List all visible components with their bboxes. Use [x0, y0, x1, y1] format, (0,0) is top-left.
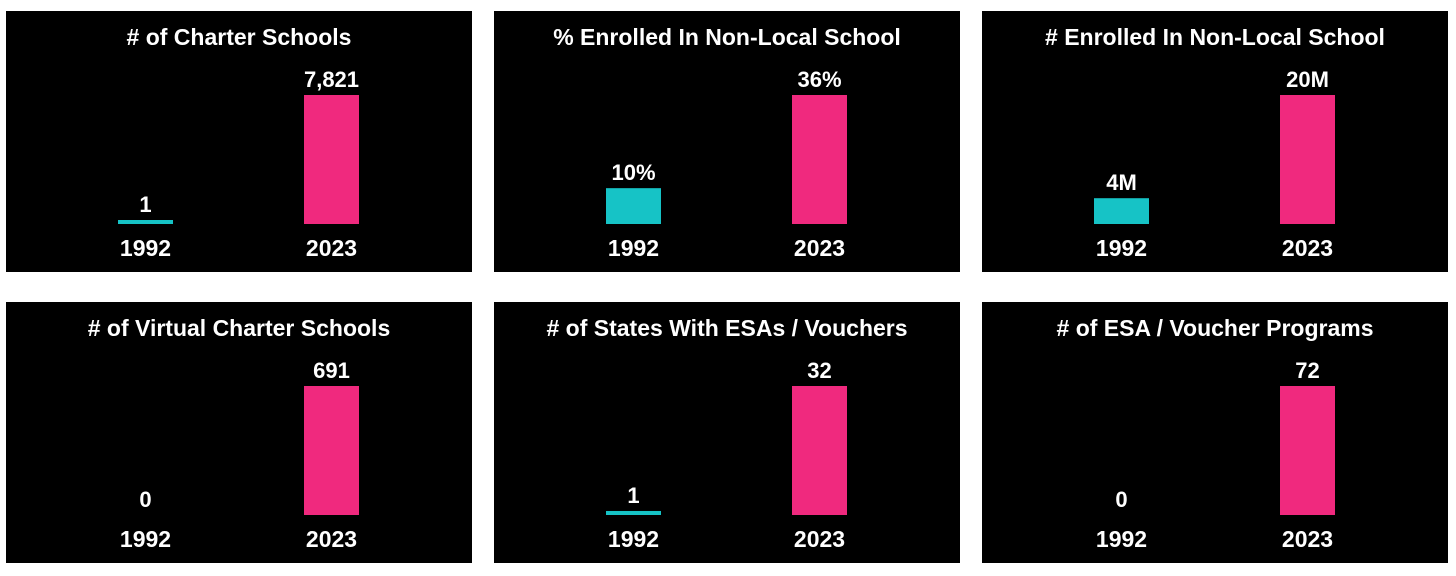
chart-svg: # of Charter Schools 1 1992 7,821 2023	[118, 24, 359, 261]
bar-2023	[304, 95, 359, 224]
chart-svg: # of States With ESAs / Vouchers 1 1992 32 2…	[546, 315, 907, 552]
bar-2023	[1280, 386, 1335, 515]
value-label-2023: 7,821	[304, 67, 359, 92]
value-label-1992: 0	[1115, 487, 1127, 512]
category-label-1992: 1992	[1096, 235, 1147, 261]
chart-title: # of ESA / Voucher Programs	[1057, 315, 1374, 341]
category-label-1992: 1992	[608, 526, 659, 552]
value-label-2023: 691	[313, 358, 350, 383]
chart-panel-pct-enrolled-non-local: % Enrolled In Non-Local School 10% 1992 36%…	[494, 11, 960, 272]
chart-svg: # Enrolled In Non-Local School 4M 1992 20M 2…	[1045, 24, 1385, 261]
chart-title: # of Charter Schools	[127, 24, 352, 50]
chart-title: # of States With ESAs / Vouchers	[546, 315, 907, 341]
category-label-2023: 2023	[306, 235, 357, 261]
category-label-1992: 1992	[120, 526, 171, 552]
bar-2023	[1280, 95, 1335, 224]
category-label-1992: 1992	[1096, 526, 1147, 552]
chart-svg: # of ESA / Voucher Programs 0 1992 72 2023	[1057, 315, 1374, 552]
chart-svg: # of Virtual Charter Schools 0 1992 691 2023	[88, 315, 390, 552]
category-label-1992: 1992	[120, 235, 171, 261]
category-label-1992: 1992	[608, 235, 659, 261]
value-label-1992: 10%	[611, 160, 655, 185]
chart-panel-states-with-esas: # of States With ESAs / Vouchers 1 1992 32 2…	[494, 302, 960, 563]
category-label-2023: 2023	[1282, 235, 1333, 261]
chart-panel-esa-voucher-programs: # of ESA / Voucher Programs 0 1992 72 2023	[982, 302, 1448, 563]
value-label-2023: 32	[807, 358, 831, 383]
value-label-1992: 0	[139, 487, 151, 512]
bar-2023	[792, 95, 847, 224]
value-label-1992: 1	[627, 483, 639, 508]
bar-2023	[792, 386, 847, 515]
chart-title: # of Virtual Charter Schools	[88, 315, 390, 341]
value-label-2023: 36%	[797, 67, 841, 92]
chart-panel-charter-schools: # of Charter Schools 1 1992 7,821 2023	[6, 11, 472, 272]
chart-panel-num-enrolled-non-local: # Enrolled In Non-Local School 4M 1992 20M 2…	[982, 11, 1448, 272]
bar-1992	[1094, 198, 1149, 224]
value-label-2023: 72	[1295, 358, 1319, 383]
chart-svg: % Enrolled In Non-Local School 10% 1992 36%…	[553, 24, 901, 261]
bar-2023	[304, 386, 359, 515]
category-label-2023: 2023	[1282, 526, 1333, 552]
category-label-2023: 2023	[306, 526, 357, 552]
category-label-2023: 2023	[794, 235, 845, 261]
bar-1992	[606, 188, 661, 224]
bar-1992	[606, 510, 661, 515]
value-label-2023: 20M	[1286, 67, 1329, 92]
value-label-1992: 4M	[1106, 170, 1137, 195]
chart-title: % Enrolled In Non-Local School	[553, 24, 901, 50]
chart-panel-virtual-charter-schools: # of Virtual Charter Schools 0 1992 691 2023	[6, 302, 472, 563]
value-label-1992: 1	[139, 192, 151, 217]
bar-1992	[118, 220, 173, 224]
category-label-2023: 2023	[794, 526, 845, 552]
chart-title: # Enrolled In Non-Local School	[1045, 24, 1385, 50]
